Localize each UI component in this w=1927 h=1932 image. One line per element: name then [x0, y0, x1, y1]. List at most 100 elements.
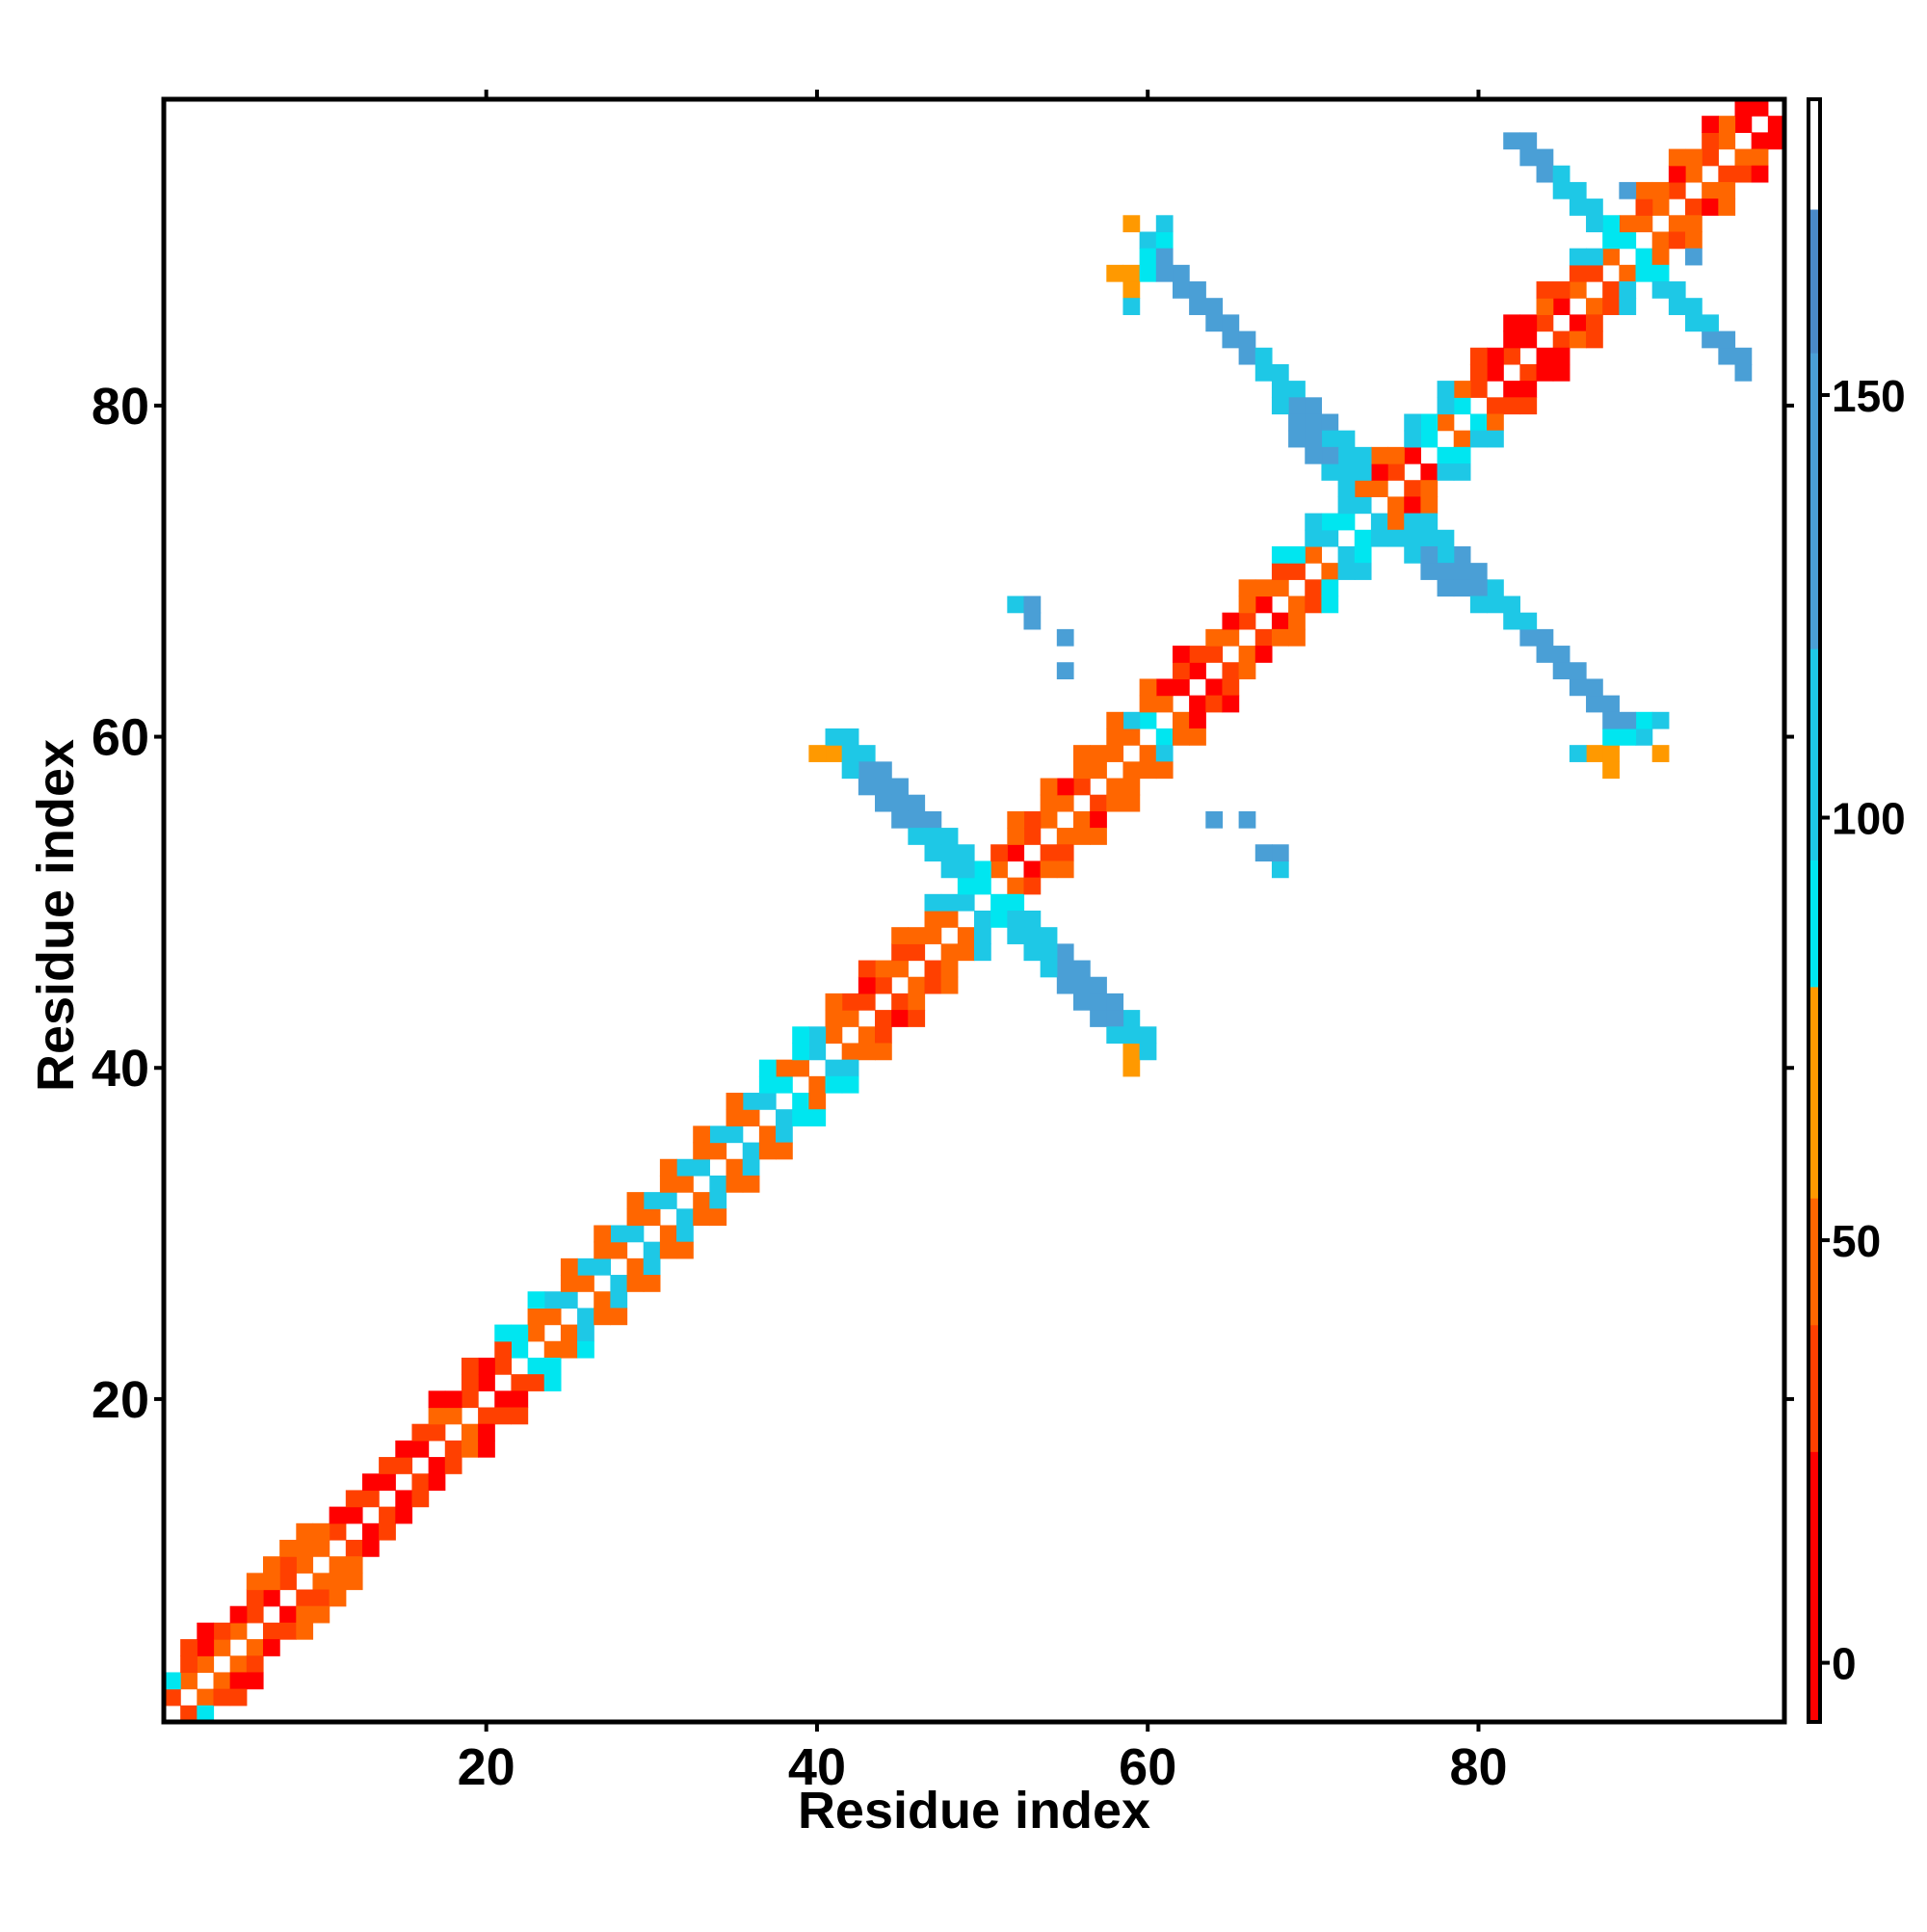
heatmap-cell [1668, 298, 1686, 315]
heatmap-cell [1106, 711, 1124, 729]
heatmap-cell [1519, 314, 1538, 332]
heatmap-cell [1469, 579, 1488, 597]
heatmap-cell [1702, 148, 1719, 167]
heatmap-cell [742, 1109, 760, 1126]
heatmap-cell [726, 1093, 744, 1110]
heatmap-cell [891, 960, 909, 978]
heatmap-cell [296, 1539, 314, 1557]
heatmap-cell [1420, 545, 1439, 564]
heatmap-cell [908, 828, 926, 845]
heatmap-cell [891, 992, 909, 1011]
heatmap-cell [395, 1440, 413, 1458]
heatmap-cell [1321, 563, 1339, 580]
heatmap-cell [659, 1241, 677, 1259]
heatmap-cell [1238, 646, 1256, 663]
heatmap-cell [924, 927, 942, 944]
heatmap-cell [411, 1490, 430, 1508]
heatmap-cell [478, 1440, 495, 1458]
heatmap-cell [1635, 215, 1653, 233]
heatmap-cell [808, 1109, 827, 1126]
heatmap-cell [1552, 662, 1571, 680]
heatmap-cell [1619, 181, 1637, 199]
heatmap-cell [1337, 446, 1356, 464]
heatmap-cell [1404, 513, 1421, 531]
y-tick-label: 60 [92, 709, 149, 767]
heatmap-cell [494, 1340, 513, 1359]
heatmap-cell [808, 1075, 827, 1094]
heatmap-cell [1222, 695, 1240, 713]
heatmap-cell [197, 1655, 215, 1674]
heatmap-cell [345, 1506, 363, 1524]
heatmap-cell [792, 1059, 809, 1077]
heatmap-cell [1139, 745, 1157, 762]
heatmap-cell [1172, 711, 1190, 729]
heatmap-cell [841, 1059, 859, 1077]
heatmap-cell [1337, 430, 1356, 448]
heatmap-cell [776, 1142, 793, 1160]
heatmap-cell [1404, 529, 1421, 547]
heatmap-cell [626, 1257, 645, 1276]
heatmap-cell [428, 1407, 446, 1425]
heatmap-cell [1354, 496, 1372, 515]
heatmap-cell [1751, 165, 1769, 183]
heatmap-cell [1469, 430, 1488, 448]
heatmap-cell [1122, 778, 1141, 796]
heatmap-cell [908, 794, 926, 812]
heatmap-cell [908, 976, 926, 994]
heatmap-cell [808, 1043, 827, 1061]
heatmap-cell [676, 1208, 694, 1227]
heatmap-cell [1387, 529, 1405, 547]
heatmap-cell [1305, 595, 1323, 614]
heatmap-cell [1007, 911, 1025, 928]
heatmap-cell [974, 927, 991, 944]
heatmap-cell [1288, 545, 1306, 564]
heatmap-cell [659, 1192, 677, 1209]
heatmap-cell [1271, 579, 1289, 597]
colorbar-segment [1808, 353, 1820, 649]
heatmap-cell [940, 911, 959, 928]
heatmap-cell [659, 1175, 677, 1193]
heatmap-cell [1503, 347, 1520, 365]
heatmap-cell [246, 1605, 264, 1624]
heatmap-cell [577, 1275, 594, 1292]
heatmap-cell [1106, 745, 1124, 762]
heatmap-cell [1370, 480, 1388, 497]
heatmap-cell [1305, 579, 1323, 597]
heatmap-cell [1155, 761, 1174, 780]
heatmap-cell [1552, 281, 1571, 299]
colorbar-segment [1808, 1198, 1820, 1326]
heatmap-cell [1090, 828, 1107, 845]
heatmap-cell [1056, 844, 1074, 862]
heatmap-cell [1205, 314, 1224, 332]
heatmap-cell [1536, 314, 1554, 332]
heatmap-cell [1718, 347, 1736, 365]
x-tick-label: 20 [458, 1738, 515, 1796]
x-tick-label: 40 [788, 1738, 846, 1796]
heatmap-cell [1718, 116, 1736, 133]
heatmap-cell [1205, 628, 1224, 647]
heatmap-cell [792, 1109, 809, 1126]
heatmap-cell [527, 1308, 545, 1326]
heatmap-cell [1155, 231, 1174, 250]
heatmap-cell [296, 1556, 314, 1574]
heatmap-cell [758, 1142, 777, 1160]
heatmap-cell [1718, 181, 1736, 199]
heatmap-cell [1536, 298, 1554, 315]
heatmap-cell [229, 1655, 248, 1674]
heatmap-cell [1552, 165, 1571, 183]
heatmap-cell [1056, 778, 1074, 796]
heatmap-cell [1056, 662, 1074, 680]
heatmap-cell [643, 1257, 661, 1276]
heatmap-cell [1651, 231, 1670, 250]
heatmap-cell [858, 992, 876, 1011]
heatmap-cell [693, 1142, 710, 1160]
heatmap-cell [1552, 331, 1571, 349]
heatmap-cell [742, 1158, 760, 1177]
heatmap-cell [825, 992, 843, 1011]
heatmap-cell [1487, 397, 1504, 415]
heatmap-cell [1189, 728, 1206, 746]
heatmap-cell [229, 1688, 248, 1707]
heatmap-cell [974, 911, 991, 928]
heatmap-cell [1271, 844, 1289, 862]
